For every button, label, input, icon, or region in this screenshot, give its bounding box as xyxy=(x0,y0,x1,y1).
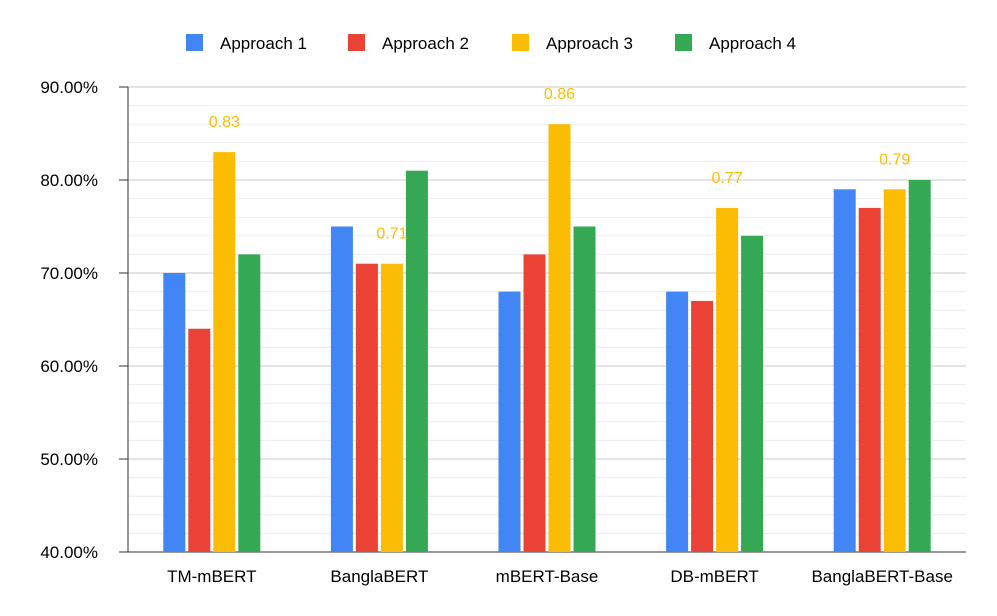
bar xyxy=(498,291,521,552)
bar xyxy=(833,189,856,553)
bar xyxy=(573,226,596,552)
y-tick-label: 40.00% xyxy=(40,543,98,562)
bar xyxy=(163,273,186,552)
y-tick-label: 70.00% xyxy=(40,264,98,283)
bar xyxy=(741,235,764,553)
gridlines xyxy=(128,86,966,534)
legend-label: Approach 3 xyxy=(546,34,633,53)
data-label: 0.77 xyxy=(712,170,743,187)
legend-swatch xyxy=(348,34,365,51)
x-tick-label: TM-mBERT xyxy=(167,567,256,586)
bar xyxy=(523,254,546,552)
bar xyxy=(716,207,739,552)
y-tick-label: 60.00% xyxy=(40,357,98,376)
legend-label: Approach 4 xyxy=(709,34,796,53)
bar xyxy=(355,263,378,552)
bar xyxy=(238,254,261,552)
data-labels: 0.83 0.71 0.86 0.77 0.79 xyxy=(209,86,911,243)
legend-swatch xyxy=(186,34,203,51)
data-label: 0.86 xyxy=(544,86,575,103)
bar xyxy=(213,152,236,552)
legend-label: Approach 2 xyxy=(382,34,469,53)
data-label: 0.79 xyxy=(879,151,910,168)
x-tick-label: BanglaBERT xyxy=(330,567,428,586)
x-tick-label: DB-mBERT xyxy=(670,567,758,586)
data-label: 0.71 xyxy=(376,226,407,243)
y-tick-label: 90.00% xyxy=(40,78,98,97)
data-label: 0.83 xyxy=(209,114,240,131)
axes: 40.00% 50.00% 60.00% 70.00% 80.00% 90.00% TM-m… xyxy=(40,78,966,586)
y-tick-label: 50.00% xyxy=(40,450,98,469)
x-tick-label: mBERT-Base xyxy=(496,567,599,586)
bar xyxy=(405,170,428,552)
bar xyxy=(691,300,714,552)
bars xyxy=(163,124,931,553)
legend: Approach 1 Approach 2 Approach 3 Approach 4 xyxy=(186,34,796,53)
y-tick-label: 80.00% xyxy=(40,171,98,190)
legend-label: Approach 1 xyxy=(220,34,307,53)
x-tick-label: BanglaBERT-Base xyxy=(811,567,952,586)
bar xyxy=(548,124,571,552)
legend-swatch xyxy=(675,34,692,51)
bar xyxy=(188,328,211,552)
bar xyxy=(883,189,906,553)
bar xyxy=(330,226,353,552)
bar xyxy=(666,291,689,552)
legend-swatch xyxy=(512,34,529,51)
bar xyxy=(908,180,931,552)
bar xyxy=(380,263,403,552)
bar xyxy=(858,207,881,552)
